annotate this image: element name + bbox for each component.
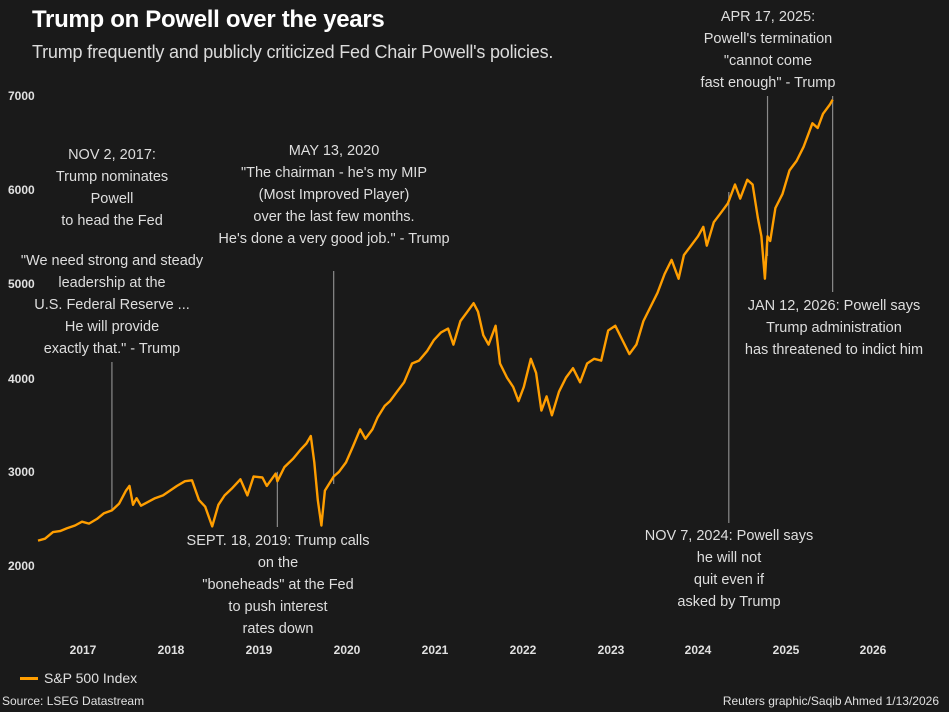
- x-tick-label: 2022: [509, 643, 537, 657]
- annotation-line: He's done a very good job." - Trump: [218, 231, 450, 247]
- annotation-line: APR 17, 2025:: [720, 9, 816, 25]
- x-tick-label: 2025: [772, 643, 800, 657]
- annotation-quote-2017: "We need strong and steady leadership at…: [21, 250, 203, 360]
- annotation-may-2020: MAY 13, 2020 "The chairman - he's my MIP…: [218, 140, 449, 250]
- annotation-line: JAN 12, 2026: Powell says: [747, 298, 921, 314]
- annotation-line: Trump nominates: [55, 169, 169, 185]
- x-tick-label: 2026: [859, 643, 887, 657]
- series-line-sp500: [37, 99, 834, 542]
- credit-note: Reuters graphic/Saqib Ahmed 1/13/2026: [722, 694, 939, 708]
- annotation-line: U.S. Federal Reserve ...: [34, 297, 190, 313]
- x-tick-label: 2023: [597, 643, 625, 657]
- annotation-line: he will not: [696, 550, 762, 566]
- legend-label: S&P 500 Index: [44, 670, 138, 686]
- annotation-line: to push interest: [228, 599, 328, 615]
- annotation-line: Powell's termination: [703, 31, 833, 47]
- annotation-leader-lines: [111, 96, 834, 527]
- annotation-line: "The chairman - he's my MIP: [240, 165, 427, 181]
- annotation-line: He will provide: [64, 319, 160, 335]
- y-tick-label: 6000: [8, 183, 35, 197]
- y-tick-label: 2000: [8, 559, 35, 573]
- annotation-line: NOV 7, 2024: Powell says: [644, 528, 814, 544]
- chart-subtitle: Trump frequently and publicly criticized…: [32, 42, 554, 62]
- annotation-line: rates down: [242, 621, 314, 637]
- annotation-line: leadership at the: [58, 275, 166, 291]
- annotation-line: NOV 2, 2017:: [68, 147, 156, 163]
- y-tick-label: 5000: [8, 277, 35, 291]
- y-tick-label: 4000: [8, 372, 35, 386]
- annotation-line: (Most Improved Player): [258, 187, 410, 203]
- annotation-line: to head the Fed: [61, 213, 163, 229]
- annotation-line: "We need strong and steady: [20, 253, 204, 269]
- annotation-line: MAY 13, 2020: [288, 143, 380, 159]
- x-tick-label: 2019: [245, 643, 273, 657]
- x-tick-label: 2018: [157, 643, 185, 657]
- x-tick-label: 2021: [421, 643, 449, 657]
- y-tick-label: 7000: [8, 89, 35, 103]
- y-tick-label: 3000: [8, 465, 35, 479]
- legend: S&P 500 Index: [20, 670, 137, 686]
- annotation-sept-2019: SEPT. 18, 2019: Trump calls on the "bone…: [187, 530, 370, 640]
- chart-title: Trump on Powell over the years: [32, 6, 385, 33]
- annotation-line: exactly that." - Trump: [43, 341, 181, 357]
- annotation-nov-2017: NOV 2, 2017: Trump nominates Powell to h…: [56, 144, 168, 232]
- legend-swatch: [20, 676, 38, 680]
- annotation-line: Trump administration: [766, 320, 902, 336]
- x-tick-label: 2017: [69, 643, 97, 657]
- annotation-line: has threatened to indict him: [744, 342, 924, 358]
- annotation-jan-2026: JAN 12, 2026: Powell says Trump administ…: [745, 295, 923, 361]
- annotation-line: on the: [257, 555, 299, 571]
- x-tick-label: 2020: [333, 643, 361, 657]
- annotation-line: "cannot come: [723, 53, 813, 69]
- source-note: Source: LSEG Datastream: [2, 694, 145, 708]
- annotation-line: quit even if: [693, 572, 765, 588]
- annotation-line: Powell: [90, 191, 134, 207]
- x-tick-label: 2024: [684, 643, 712, 657]
- annotation-apr-2025: APR 17, 2025: Powell's termination "cann…: [701, 6, 836, 94]
- annotation-line: SEPT. 18, 2019: Trump calls: [186, 533, 370, 549]
- annotation-line: "boneheads" at the Fed: [202, 577, 354, 593]
- annotation-line: asked by Trump: [677, 594, 781, 610]
- annotation-nov-2024: NOV 7, 2024: Powell says he will not qui…: [645, 525, 813, 613]
- annotation-line: fast enough" - Trump: [700, 75, 836, 91]
- annotation-line: over the last few months.: [253, 209, 415, 225]
